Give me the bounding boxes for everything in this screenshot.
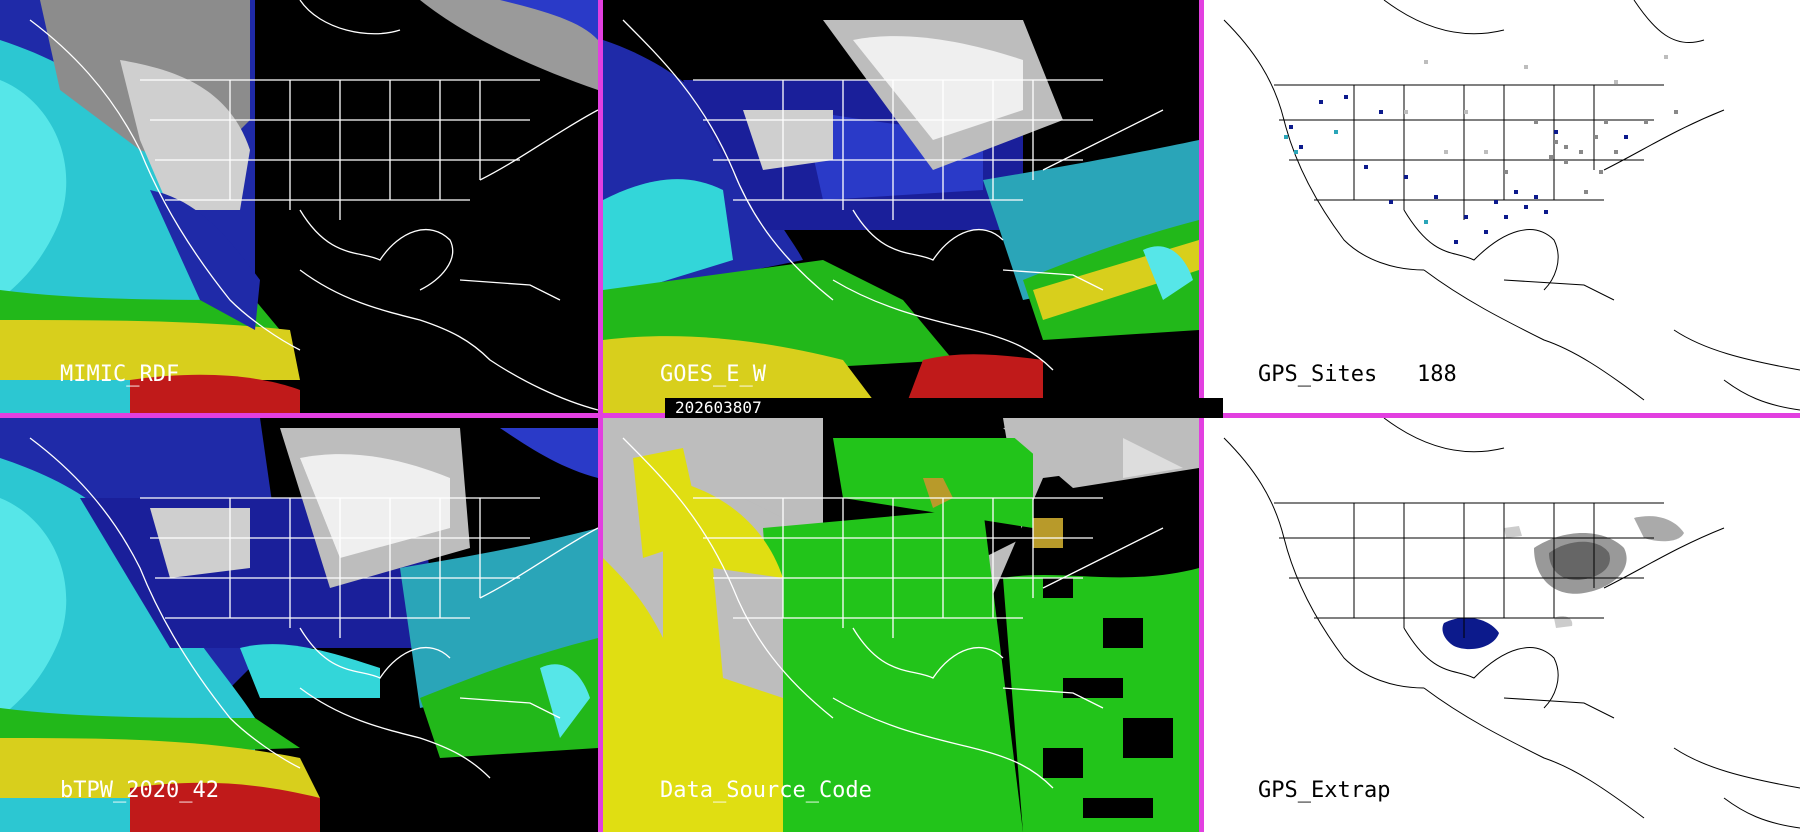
- timestamp: 202603807: [675, 398, 762, 417]
- gps-extrap-panel: GPS_Extrap: [1204, 418, 1800, 832]
- gps-sites-map: [1204, 0, 1800, 413]
- gps-sites-panel: GPS_Sites 188: [1204, 0, 1800, 413]
- gps-sites-label: GPS_Sites 188: [1258, 362, 1457, 387]
- goes-panel: GOES_E_W: [603, 0, 1199, 413]
- btpw-panel: bTPW_2020_42: [0, 418, 598, 832]
- data-source-map: [603, 418, 1199, 832]
- gps-extrap-label: GPS_Extrap: [1258, 778, 1391, 803]
- goes-map: [603, 0, 1199, 413]
- gps-sites-count: 188: [1416, 362, 1457, 387]
- mimic-panel: MIMIC_RDF: [0, 0, 598, 413]
- btpw-map: [0, 418, 598, 832]
- mimic-map: [0, 0, 598, 413]
- gps-extrap-map: [1204, 418, 1800, 832]
- data-source-label: Data_Source_Code: [660, 778, 872, 803]
- mimic-label: MIMIC_RDF: [60, 362, 180, 387]
- data-source-panel: Data_Source_Code: [603, 418, 1199, 832]
- gps-sites-title: GPS_Sites: [1258, 362, 1378, 387]
- goes-label: GOES_E_W: [660, 362, 766, 387]
- btpw-label: bTPW_2020_42: [60, 778, 219, 803]
- gps-site-markers: [1289, 95, 1628, 244]
- timestamp-bar: 202603807: [665, 398, 1223, 418]
